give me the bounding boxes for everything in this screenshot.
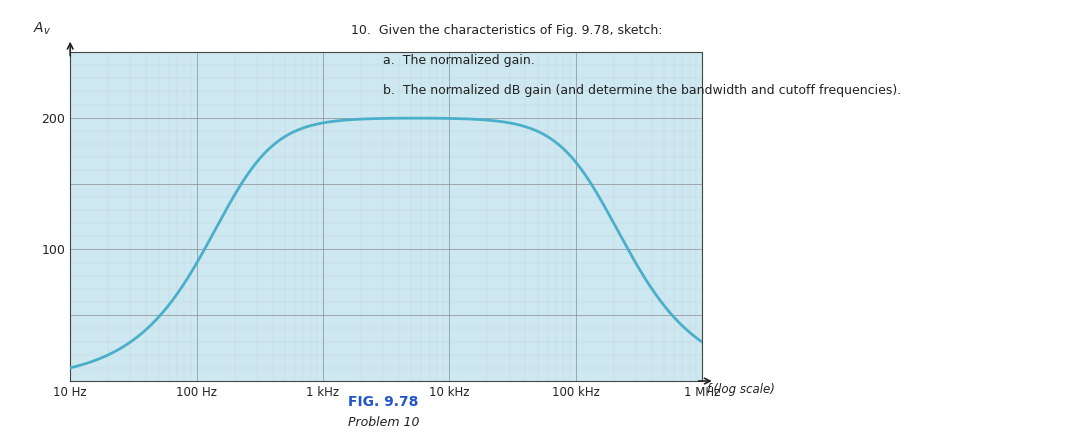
Text: b.  The normalized dB gain (and determine the bandwidth and cutoff frequencies).: b. The normalized dB gain (and determine…	[383, 84, 902, 97]
Text: a.  The normalized gain.: a. The normalized gain.	[383, 54, 536, 67]
Text: $A_v$: $A_v$	[32, 21, 51, 37]
Text: FIG. 9.78: FIG. 9.78	[348, 395, 419, 409]
Text: Problem 10: Problem 10	[348, 416, 419, 429]
Text: f (log scale): f (log scale)	[707, 383, 775, 396]
Text: 10.  Given the characteristics of Fig. 9.78, sketch:: 10. Given the characteristics of Fig. 9.…	[351, 24, 662, 37]
